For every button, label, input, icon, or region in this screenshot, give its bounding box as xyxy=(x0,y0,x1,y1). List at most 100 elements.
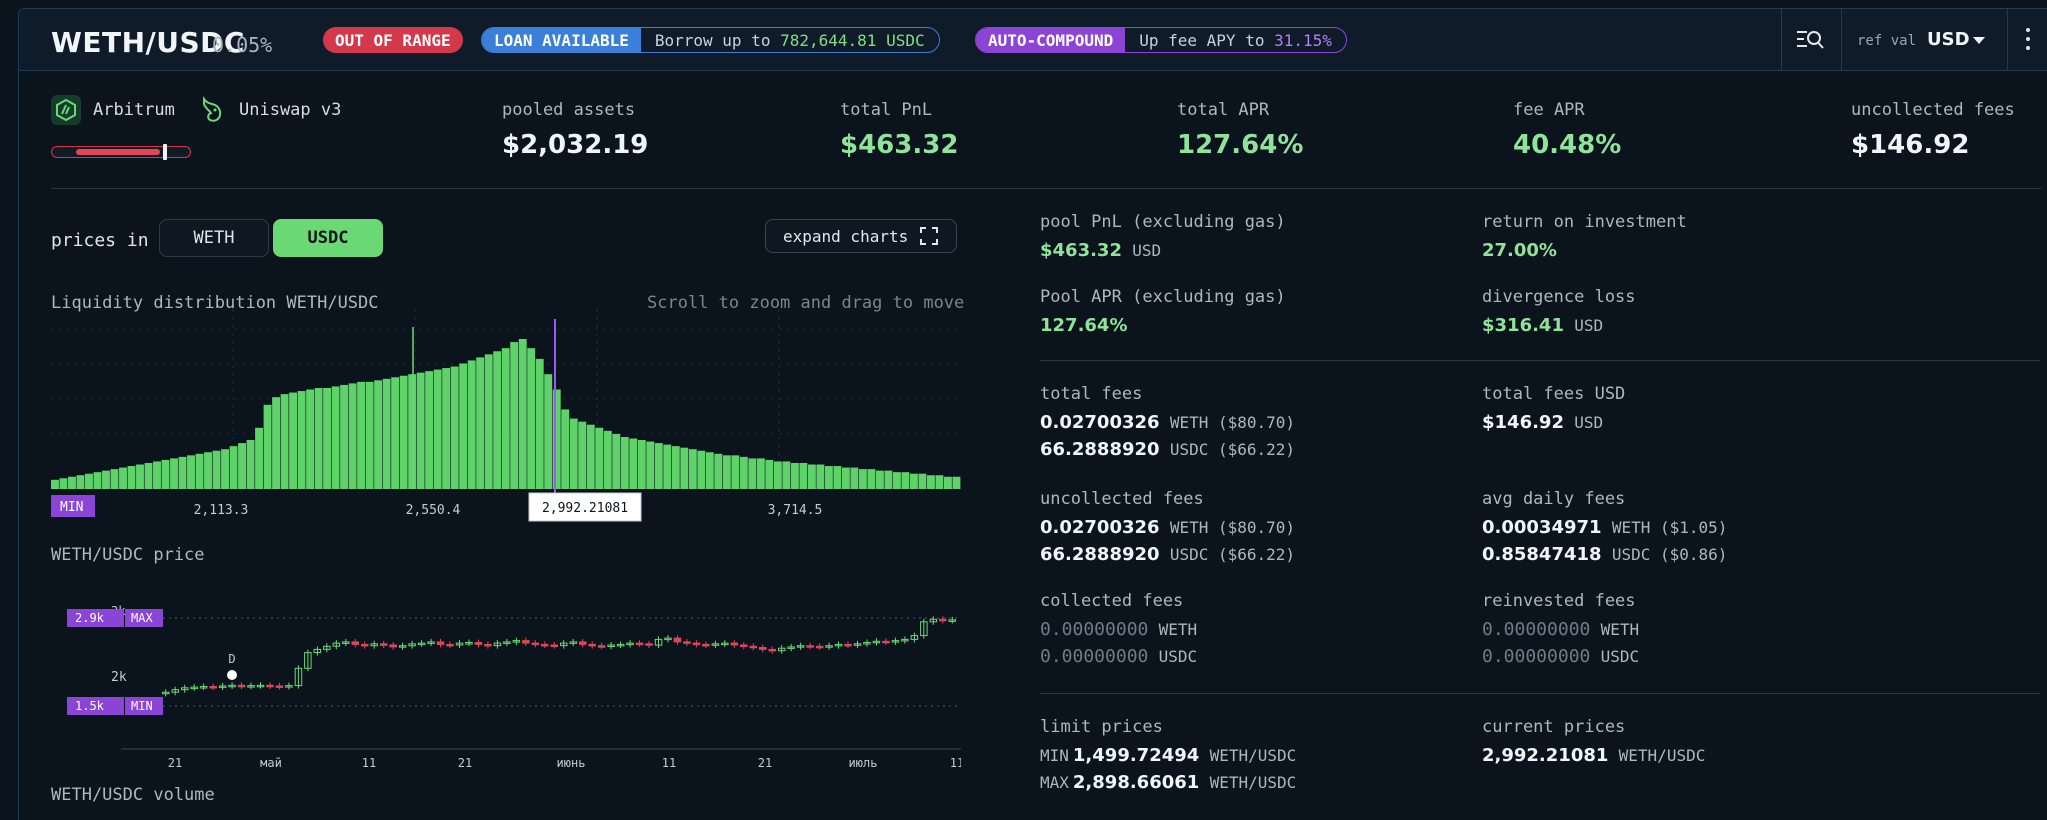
uncollected-weth-unit: WETH ($80.70) xyxy=(1169,518,1296,537)
stat-value: 127.64% xyxy=(1177,130,1304,160)
candle xyxy=(579,641,587,645)
reinvested-fees-block: reinvested fees 0.00000000 WETH 0.000000… xyxy=(1482,591,1639,667)
candle xyxy=(607,644,615,647)
current-price-tooltip xyxy=(528,492,642,522)
candle xyxy=(787,646,795,649)
liquidity-bar xyxy=(450,366,459,489)
range-slider-fill xyxy=(76,149,160,155)
divergence-block: divergence loss $316.41 USD xyxy=(1482,287,1636,336)
liquidity-bar xyxy=(323,387,332,489)
liquidity-bar xyxy=(688,449,697,489)
expand-charts-button[interactable]: expand charts xyxy=(765,219,957,253)
liquidity-bar xyxy=(238,443,246,489)
stat-fee-apr: fee APR 40.48% xyxy=(1513,100,1621,160)
candle xyxy=(550,644,558,647)
loan-available-badge[interactable]: LOAN AVAILABLE Borrow up to 782,644.81 U… xyxy=(481,27,940,53)
reinvested-fees-label: reinvested fees xyxy=(1482,591,1636,611)
roi-value: 27.00% xyxy=(1482,240,1557,261)
more-vertical-icon[interactable] xyxy=(2025,28,2031,54)
candle xyxy=(616,643,625,647)
prices-in-weth-button[interactable]: WETH xyxy=(159,219,269,257)
header-bar: WETH/USDC 0.05% OUT OF RANGE LOAN AVAILA… xyxy=(19,9,2047,71)
auto-compound-badge[interactable]: AUTO-COMPOUND Up fee APY to 31.15% xyxy=(975,27,1347,53)
x-tick-label: 11 xyxy=(662,756,676,770)
liquidity-bar xyxy=(484,354,493,489)
liquidity-bar xyxy=(518,339,527,489)
liquidity-bar xyxy=(629,438,638,489)
range-slider-handle[interactable] xyxy=(163,144,167,160)
avg-daily-usdc-unit: USDC ($0.86) xyxy=(1611,545,1728,564)
liquidity-bar xyxy=(289,392,298,489)
candle xyxy=(654,638,663,646)
max-tag xyxy=(125,609,163,627)
min-tag-label: MIN xyxy=(131,699,153,713)
liquidity-bar xyxy=(918,473,927,489)
search-list-icon[interactable] xyxy=(1795,27,1825,53)
liquidity-bar xyxy=(578,421,587,489)
liquidity-bar xyxy=(595,427,604,489)
candle xyxy=(237,684,246,688)
liquidity-bar xyxy=(144,462,153,489)
candle xyxy=(673,637,682,643)
header-divider xyxy=(2007,9,2008,71)
total-fees-weth-unit: WETH ($80.70) xyxy=(1169,413,1296,432)
limit-prices-block: limit prices MIN 1,499.72494 WETH/USDC MA… xyxy=(1040,717,1296,793)
prices-in-usdc-button[interactable]: USDC xyxy=(273,219,383,257)
range-slider[interactable] xyxy=(51,144,191,160)
liquidity-bar xyxy=(544,374,553,489)
candle xyxy=(512,640,521,643)
current-prices-label: current prices xyxy=(1482,717,1626,737)
liquidity-bar xyxy=(85,473,93,489)
stat-label: fee APR xyxy=(1513,100,1585,120)
candle xyxy=(721,642,729,646)
candle xyxy=(446,643,454,647)
y-tick-2k: 2k xyxy=(111,670,127,685)
section-divider xyxy=(51,188,2041,189)
candle xyxy=(199,686,208,689)
candle xyxy=(171,689,179,693)
liquidity-bar xyxy=(646,441,655,489)
ref-currency-select[interactable]: USD xyxy=(1927,29,1970,50)
min-value-tag xyxy=(67,697,124,715)
candle xyxy=(218,685,227,688)
liquidity-bar xyxy=(314,387,323,489)
stat-value: $2,032.19 xyxy=(502,130,649,160)
auto-compound-text: Up fee APY to 31.15% xyxy=(1125,28,1346,52)
stat-label: total APR xyxy=(1177,100,1270,120)
candle xyxy=(484,643,492,647)
candle xyxy=(664,637,672,641)
candle xyxy=(190,686,198,690)
limit-min-value: 1,499.72494 xyxy=(1072,745,1200,766)
liquidity-bar xyxy=(807,464,816,489)
liquidity-bar xyxy=(178,456,187,489)
candle xyxy=(474,642,483,645)
x-tick-label: 21 xyxy=(758,756,772,770)
candle xyxy=(247,685,255,688)
out-of-range-label: OUT OF RANGE xyxy=(335,30,451,50)
liquidity-bar xyxy=(926,475,935,489)
liquidity-chart[interactable]: MIN 2,113.3 2,550.4 3,714.5 2,992.21081 xyxy=(51,309,961,529)
fee-tier: 0.05% xyxy=(212,33,273,57)
candle xyxy=(844,643,852,647)
liquidity-bar xyxy=(365,381,374,489)
candle xyxy=(806,645,814,648)
price-chart[interactable]: 3k 2k 2.9k MAX 1.5k MIN D 21май1121июнь1… xyxy=(51,589,961,779)
collected-fees-block: collected fees 0.00000000 WETH 0.0000000… xyxy=(1040,591,1197,667)
candle xyxy=(323,645,331,650)
candle xyxy=(920,621,928,637)
liquidity-bar xyxy=(348,383,357,489)
liquidity-title: Liquidity distribution WETH/USDC xyxy=(51,293,379,313)
auto-apy-value: 31.15% xyxy=(1274,30,1332,50)
liquidity-bar xyxy=(246,440,255,489)
liquidity-bar xyxy=(731,455,740,489)
volume-chart-title: WETH/USDC volume xyxy=(51,785,215,805)
pool-pnl-label: pool PnL (excluding gas) xyxy=(1040,212,1286,232)
chevron-down-icon[interactable] xyxy=(1973,37,1985,44)
liquidity-bar xyxy=(790,462,799,489)
collected-usdc-unit: USDC xyxy=(1158,647,1198,666)
prices-in-label: prices in xyxy=(51,230,149,251)
candle xyxy=(853,643,862,646)
protocol-name: Uniswap v3 xyxy=(239,100,342,120)
liquidity-bar xyxy=(552,389,561,489)
out-of-range-badge: OUT OF RANGE xyxy=(323,27,463,53)
